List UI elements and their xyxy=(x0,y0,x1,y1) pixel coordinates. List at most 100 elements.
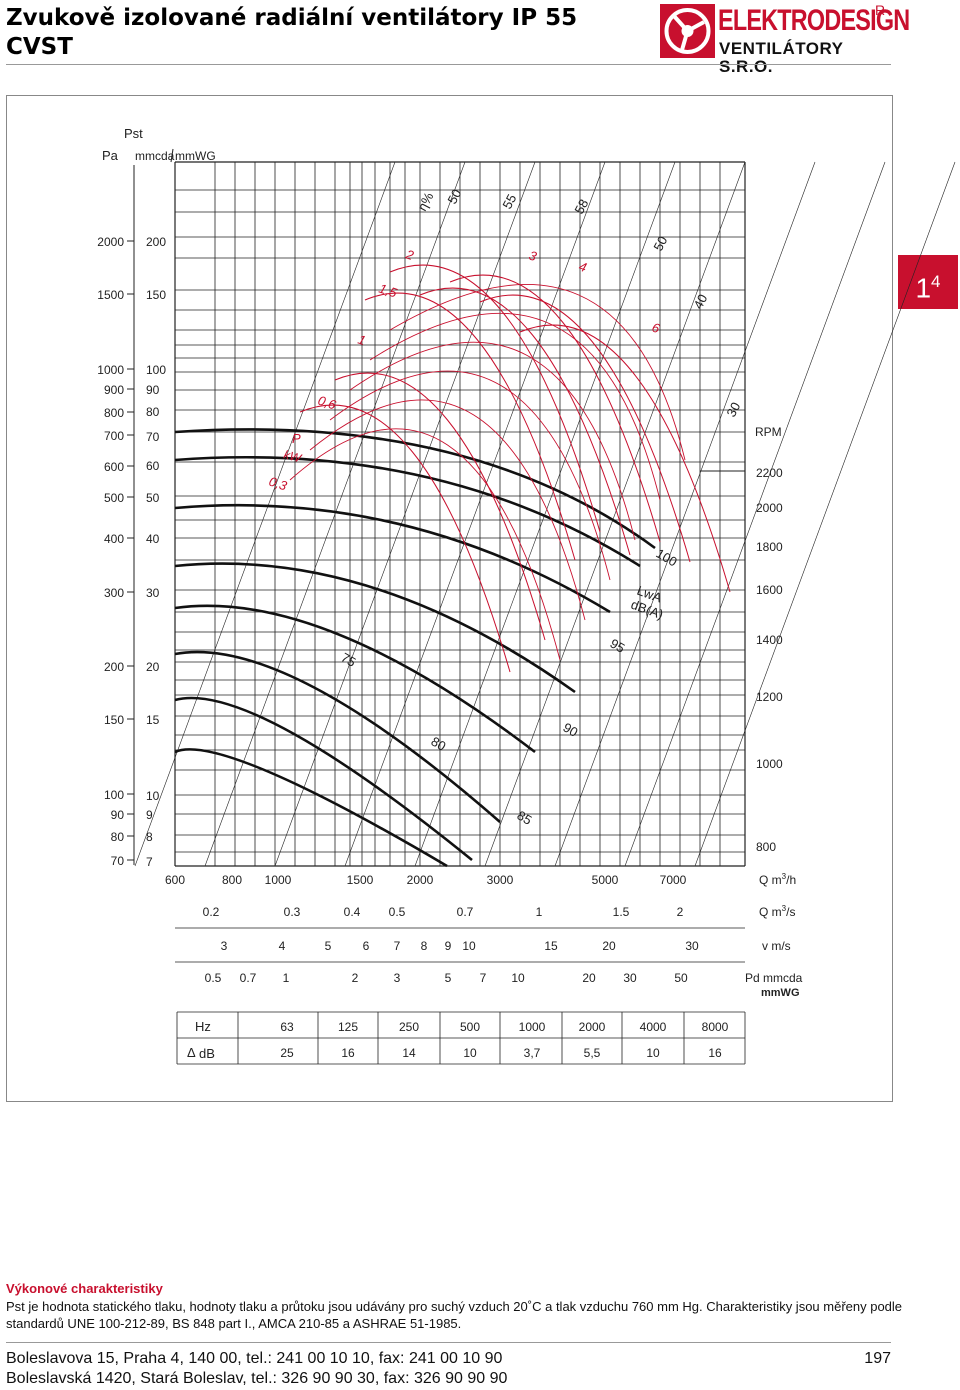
power-curve xyxy=(519,324,731,593)
mm-tick: 15 xyxy=(146,713,160,727)
mm-tick: 80 xyxy=(146,405,160,419)
header-rule xyxy=(6,64,891,65)
pa-tick: 2000 xyxy=(97,235,124,249)
footer-address-2: Boleslavská 1420, Stará Boleslav, tel.: … xyxy=(6,1370,508,1387)
mm-tick: 9 xyxy=(146,808,153,822)
power-value: 1,5 xyxy=(377,281,400,301)
page-tab-sup: 4 xyxy=(931,272,941,291)
q-m3h-tick: 3000 xyxy=(487,873,514,887)
q-m3h-tick: 7000 xyxy=(660,873,687,887)
superscript-3: 3 xyxy=(782,904,787,913)
q-m3h-tick: 600 xyxy=(165,873,185,887)
q-m3s-tick: 1 xyxy=(536,905,543,919)
title-line-1: Zvukově izolované radiální ventilátory I… xyxy=(6,5,578,31)
db-value: 16 xyxy=(708,1046,722,1060)
hz-value: 4000 xyxy=(640,1020,667,1034)
rpm-tick: 1600 xyxy=(756,583,783,597)
hz-value: 63 xyxy=(280,1020,294,1034)
pd-label-2: mmWG xyxy=(761,987,800,999)
mm-tick: 40 xyxy=(146,532,160,546)
pa-tick: 500 xyxy=(104,491,124,505)
q-m3s-tick: 2 xyxy=(677,905,684,919)
pa-tick: 400 xyxy=(104,532,124,546)
velocity-tick: 10 xyxy=(462,939,476,953)
pa-tick: 100 xyxy=(104,788,124,802)
registered-mark: R xyxy=(875,2,886,18)
chart-frame xyxy=(6,95,893,1102)
rpm-tick: 1400 xyxy=(756,633,783,647)
db-value: 25 xyxy=(280,1046,294,1060)
mm-tick: 60 xyxy=(146,459,160,473)
rpm-curve xyxy=(174,455,641,568)
q-m3s-tick: 0.5 xyxy=(389,905,406,919)
system-line xyxy=(344,161,606,867)
pst-label: Pst xyxy=(124,126,143,141)
rpm-curve xyxy=(174,650,501,823)
pa-tick: 300 xyxy=(104,586,124,600)
rpm-curve xyxy=(174,503,611,614)
chart-curves xyxy=(174,264,731,868)
rpm-curve xyxy=(174,604,536,754)
q-m3s-tick: 0.7 xyxy=(457,905,474,919)
pa-tick: 1500 xyxy=(97,288,124,302)
pa-label: Pa xyxy=(102,148,119,163)
power-curve xyxy=(479,294,691,563)
mm-tick: 90 xyxy=(146,383,160,397)
efficiency-curve xyxy=(389,284,686,461)
rpm-curve xyxy=(174,696,473,862)
rpm-tick: 2200 xyxy=(756,466,783,480)
system-line xyxy=(694,161,956,867)
rpm-tick: 1200 xyxy=(756,690,783,704)
velocity-tick: 20 xyxy=(602,939,616,953)
title-line-2: CVST xyxy=(6,34,73,60)
db-value: 10 xyxy=(646,1046,660,1060)
power-curve xyxy=(299,404,511,673)
velocity-tick: 8 xyxy=(421,939,428,953)
q-m3h-tick: 1500 xyxy=(347,873,374,887)
power-value: 3 xyxy=(527,248,539,265)
unit-separator xyxy=(170,148,174,163)
lwa-value: 80 xyxy=(429,734,449,754)
pd-tick: 0.5 xyxy=(205,971,222,985)
system-line xyxy=(134,161,396,867)
power-value: 1 xyxy=(356,332,368,349)
superscript-3: 3 xyxy=(782,872,787,881)
description-text: Pst je hodnota statického tlaku, hodnoty… xyxy=(6,1299,903,1331)
pd-tick: 3 xyxy=(394,971,401,985)
hz-value: 8000 xyxy=(702,1020,729,1034)
power-curve xyxy=(449,274,661,543)
velocity-tick: 5 xyxy=(325,939,332,953)
system-line xyxy=(204,161,466,867)
db-value: 14 xyxy=(402,1046,416,1060)
mmwg-label: mmWG xyxy=(175,149,216,163)
page-title: Zvukově izolované radiální ventilátory I… xyxy=(6,4,577,62)
logo-name: ELEKTRODESIGN xyxy=(718,4,910,37)
system-line xyxy=(414,161,676,867)
lwa-value: 85 xyxy=(515,808,535,828)
pa-tick: 80 xyxy=(111,830,125,844)
unit-per-s: /s xyxy=(786,905,795,919)
q-m3s-tick: 0.4 xyxy=(344,905,361,919)
efficiency-curve xyxy=(349,341,636,541)
rpm-tick: 2000 xyxy=(756,501,783,515)
q-m3h-tick: 5000 xyxy=(592,873,619,887)
hz-value: 1000 xyxy=(519,1020,546,1034)
velocity-tick: 15 xyxy=(544,939,558,953)
system-line xyxy=(484,161,746,867)
system-line xyxy=(554,161,816,867)
rpm-curve xyxy=(174,748,448,868)
pd-tick: 30 xyxy=(623,971,637,985)
lwa-value: 95 xyxy=(608,636,628,656)
mm-tick: 50 xyxy=(146,491,160,505)
pa-tick: 1000 xyxy=(97,363,124,377)
power-value: 0,6 xyxy=(316,393,339,413)
mmcda-label: mmcda xyxy=(135,149,175,163)
rpm-curve xyxy=(174,562,576,694)
chart-grid xyxy=(134,161,956,867)
rpm-tick: 800 xyxy=(756,840,776,854)
mm-tick: 7 xyxy=(146,855,153,869)
velocity-tick: 6 xyxy=(363,939,370,953)
description-title: Výkonové charakteristiky xyxy=(6,1281,163,1296)
mm-tick: 20 xyxy=(146,660,160,674)
